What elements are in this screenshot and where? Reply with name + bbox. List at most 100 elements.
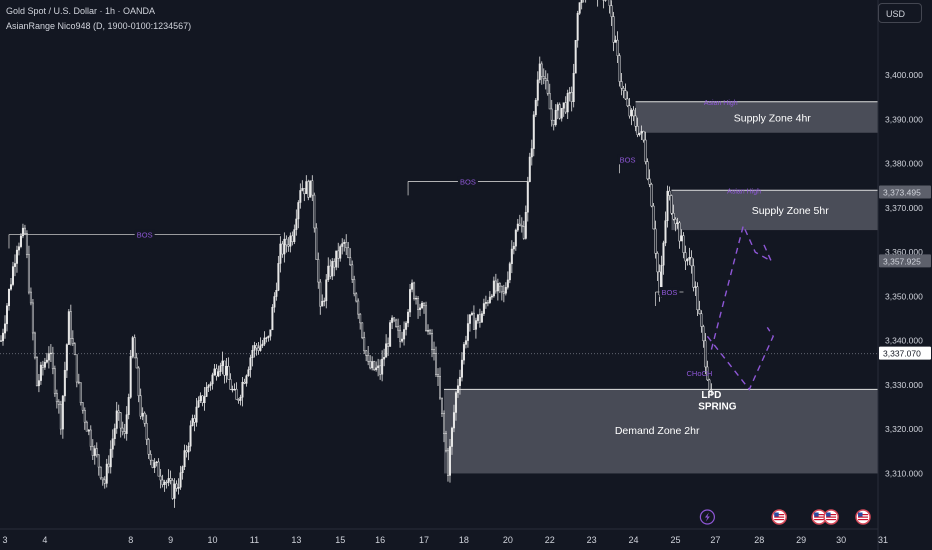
candle-body bbox=[407, 311, 410, 324]
candle-body bbox=[197, 400, 200, 408]
candle bbox=[478, 308, 481, 328]
candle bbox=[698, 300, 701, 315]
candle bbox=[638, 132, 641, 137]
candle-body bbox=[682, 235, 685, 253]
candle bbox=[450, 426, 453, 455]
candle bbox=[267, 335, 270, 342]
candle bbox=[163, 479, 166, 492]
candle bbox=[379, 359, 382, 380]
candle bbox=[630, 108, 633, 126]
candle bbox=[139, 388, 142, 420]
candle bbox=[303, 188, 306, 202]
candle bbox=[425, 301, 428, 332]
candle-body bbox=[131, 337, 134, 357]
us-flag-icon[interactable] bbox=[855, 509, 871, 525]
candle-body bbox=[177, 486, 180, 489]
candle bbox=[231, 385, 234, 393]
y-tick-label: 3,340.000 bbox=[885, 336, 923, 346]
zone-box bbox=[671, 190, 879, 231]
candle bbox=[277, 255, 280, 292]
x-tick-label: 30 bbox=[836, 535, 846, 545]
candle-body bbox=[65, 344, 68, 371]
candle bbox=[399, 324, 402, 348]
candle bbox=[55, 389, 58, 409]
candle-body bbox=[524, 211, 527, 239]
candle bbox=[530, 139, 533, 166]
us-flag-icon[interactable] bbox=[823, 509, 839, 525]
flag-stripe bbox=[858, 519, 869, 521]
candle-body bbox=[552, 119, 555, 126]
candle-body bbox=[413, 282, 416, 299]
zone-label: Supply Zone 5hr bbox=[752, 205, 830, 217]
candle-body bbox=[211, 374, 214, 385]
candle bbox=[35, 356, 38, 387]
candle-body bbox=[614, 39, 617, 43]
candle bbox=[197, 396, 200, 408]
candle bbox=[700, 310, 703, 333]
candle bbox=[43, 357, 46, 370]
candle bbox=[570, 86, 573, 112]
x-tick-label: 8 bbox=[128, 535, 133, 545]
candle-body bbox=[456, 385, 459, 393]
candle-body bbox=[337, 250, 340, 259]
candle-body bbox=[568, 92, 571, 94]
candle-body bbox=[516, 223, 519, 231]
x-tick-label: 9 bbox=[168, 535, 173, 545]
candle bbox=[275, 282, 278, 301]
candle-body bbox=[417, 298, 420, 310]
candle bbox=[29, 287, 32, 306]
y-tick-label: 3,350.000 bbox=[885, 291, 923, 301]
candle-body bbox=[379, 365, 382, 375]
candle-body bbox=[634, 115, 637, 127]
candle-body bbox=[686, 258, 689, 262]
candle-body bbox=[281, 243, 284, 255]
candle-body bbox=[251, 350, 254, 358]
candle-body bbox=[87, 429, 90, 432]
flag-canton bbox=[774, 512, 779, 517]
candle-body bbox=[500, 285, 503, 293]
candle-body bbox=[235, 388, 238, 400]
candle bbox=[61, 395, 64, 439]
price-tag bbox=[879, 346, 931, 360]
candle bbox=[253, 341, 256, 358]
candle bbox=[33, 331, 36, 360]
candle-body bbox=[147, 439, 150, 455]
candle-body bbox=[486, 302, 489, 304]
candle-body bbox=[566, 93, 569, 113]
candle bbox=[269, 329, 272, 341]
candle-body bbox=[181, 466, 184, 473]
candle bbox=[111, 429, 114, 458]
candle-body bbox=[305, 181, 308, 195]
candle-body bbox=[47, 353, 50, 361]
candle-body bbox=[688, 257, 691, 260]
candle-body bbox=[119, 412, 122, 429]
flag-stripe bbox=[858, 516, 869, 518]
candle bbox=[556, 102, 559, 120]
candle bbox=[271, 304, 274, 331]
candle bbox=[435, 346, 438, 378]
candle bbox=[171, 478, 174, 500]
candle bbox=[585, 0, 587, 3]
candle-body bbox=[213, 368, 216, 376]
candle-body bbox=[313, 194, 316, 229]
candle-body bbox=[644, 139, 647, 162]
candle-body bbox=[622, 88, 625, 91]
symbol-title: Gold Spot / U.S. Dollar · 1h · OANDA bbox=[6, 6, 156, 16]
candle-body bbox=[103, 479, 106, 484]
us-flag-icon[interactable] bbox=[771, 509, 787, 525]
indicator-legend[interactable]: AsianRange Nico948 (D, 1900-0100:1234567… bbox=[6, 21, 192, 31]
currency-button[interactable]: USD bbox=[878, 3, 922, 23]
candle-body bbox=[425, 305, 428, 331]
x-tick-label: 28 bbox=[754, 535, 764, 545]
candle-body bbox=[31, 302, 34, 334]
candle-body bbox=[273, 296, 276, 308]
lightning-icon[interactable] bbox=[699, 509, 715, 525]
candle-body bbox=[27, 254, 30, 293]
candle bbox=[95, 442, 98, 458]
x-tick-label: 22 bbox=[545, 535, 555, 545]
candle-body bbox=[9, 284, 12, 290]
candle-body bbox=[650, 184, 653, 207]
candle-body bbox=[480, 313, 483, 323]
candle bbox=[287, 237, 290, 252]
